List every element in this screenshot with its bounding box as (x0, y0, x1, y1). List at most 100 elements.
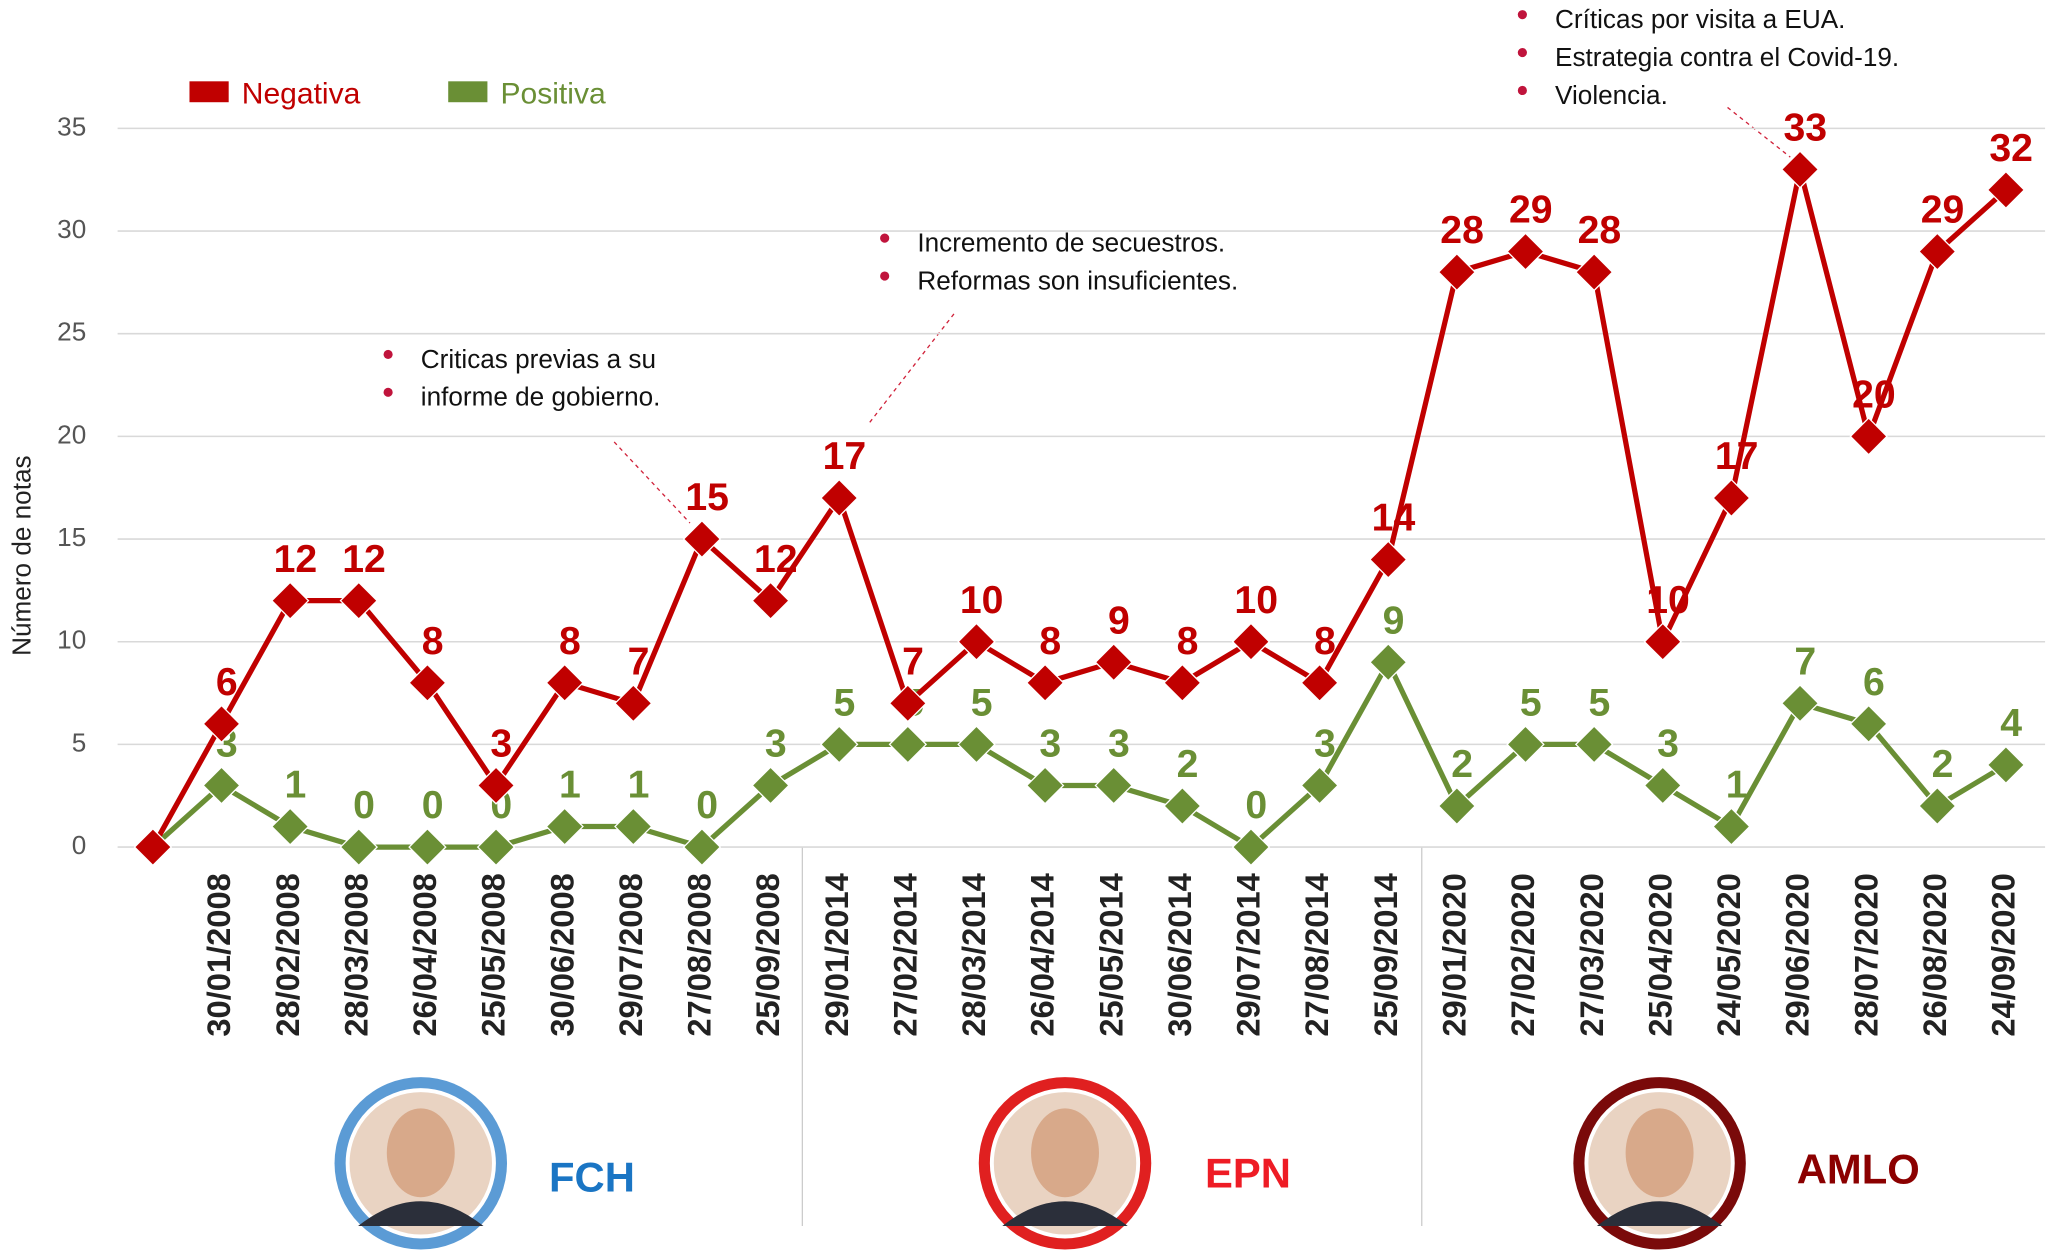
data-label: 3 (1314, 723, 1336, 766)
marker (1231, 827, 1271, 867)
x-tick-label: 24/09/2020 (1985, 873, 2022, 1036)
marker (1369, 643, 1408, 682)
data-label: 1 (559, 764, 581, 807)
portrait-face (386, 1108, 455, 1198)
marker (1986, 170, 2026, 210)
y-tick-label: 30 (57, 214, 86, 244)
marker (888, 725, 928, 764)
annotation-bullet (880, 233, 890, 243)
x-tick-label: 28/03/2014 (955, 873, 992, 1036)
marker (476, 827, 516, 867)
portrait-suit (358, 1201, 484, 1227)
data-label: 3 (765, 723, 787, 766)
legend-label: Negativa (242, 78, 361, 111)
data-label: 9 (1383, 599, 1405, 642)
x-tick-label: 26/04/2008 (406, 873, 443, 1036)
marker (1025, 663, 1065, 703)
marker (957, 622, 996, 661)
annotation-bullet (1517, 47, 1527, 58)
x-tick-label: 29/07/2014 (1230, 873, 1267, 1036)
marker (1643, 766, 1682, 805)
marker (1986, 745, 2026, 785)
data-label: 12 (274, 538, 318, 581)
data-label: 32 (1989, 127, 2033, 170)
annotation-bullet (1517, 85, 1527, 96)
marker (408, 663, 447, 703)
marker (1163, 663, 1202, 703)
data-label: 5 (834, 682, 856, 725)
marker (545, 807, 584, 846)
marker (1574, 252, 1614, 292)
x-tick-label: 29/07/2008 (612, 873, 649, 1036)
data-label: 4 (2000, 702, 2022, 745)
legend-label: Positiva (500, 78, 605, 111)
data-label: 3 (1657, 723, 1679, 766)
data-label: 17 (1715, 435, 1759, 478)
data-label: 8 (1314, 620, 1336, 663)
data-label: 3 (490, 723, 512, 766)
legend-swatch (189, 81, 229, 103)
marker (1780, 150, 1820, 189)
marker (1163, 786, 1202, 826)
data-label: 3 (1108, 723, 1130, 766)
marker (1369, 540, 1408, 579)
marker (339, 581, 379, 620)
annotation-bullet (383, 387, 393, 397)
marker (819, 725, 859, 764)
data-label: 7 (902, 640, 924, 683)
x-tick-label: 28/02/2008 (269, 873, 306, 1036)
data-label: 12 (754, 538, 798, 581)
data-label: 2 (1177, 743, 1199, 786)
data-label: 9 (1108, 599, 1130, 642)
marker (888, 684, 928, 723)
x-tick-label: 28/03/2008 (337, 873, 374, 1036)
data-label: 7 (1794, 640, 1816, 683)
annotation-text: Reformas son insuficientes. (917, 265, 1238, 295)
series-line (150, 168, 2008, 849)
annotation-bullet (1517, 10, 1527, 20)
leader-line (867, 313, 955, 426)
data-label: 7 (628, 640, 650, 683)
leader-line (613, 441, 691, 524)
marker (202, 766, 241, 805)
data-label: 10 (1646, 579, 1690, 622)
marker (476, 766, 516, 805)
marker (1643, 622, 1682, 661)
data-label: 8 (1039, 620, 1061, 663)
y-tick-label: 10 (57, 625, 86, 655)
marker (1712, 807, 1751, 846)
data-label: 0 (422, 784, 444, 827)
data-label: 20 (1852, 374, 1896, 417)
data-label: 0 (353, 784, 375, 827)
data-label: 29 (1509, 189, 1553, 232)
x-tick-label: 27/03/2020 (1573, 873, 1610, 1036)
marker (819, 478, 859, 518)
marker (545, 663, 584, 703)
data-label: 1 (628, 764, 650, 807)
group-label: AMLO (1797, 1146, 1920, 1193)
annotation-bullet (880, 271, 890, 281)
group-label: FCH (549, 1153, 635, 1200)
annotation-text: Críticas por visita a EUA. (1555, 4, 1845, 34)
marker (1574, 725, 1614, 764)
marker (1712, 478, 1751, 518)
x-tick-label: 27/02/2020 (1504, 873, 1541, 1036)
data-label: 2 (1451, 743, 1473, 786)
marker (270, 581, 310, 620)
data-label: 8 (559, 620, 581, 663)
marker (408, 827, 447, 867)
data-label: 28 (1578, 209, 1622, 252)
data-label: 14 (1372, 497, 1416, 540)
marker (202, 704, 241, 744)
data-label: 10 (1234, 579, 1278, 622)
x-tick-label: 25/09/2014 (1367, 873, 1404, 1036)
data-label: 1 (1726, 764, 1748, 807)
data-label: 5 (1520, 682, 1542, 725)
marker (1849, 704, 1888, 744)
marker (1094, 766, 1133, 805)
group-label: EPN (1205, 1149, 1291, 1196)
data-label: 6 (216, 661, 238, 704)
x-tick-label: 24/05/2020 (1710, 873, 1747, 1036)
x-tick-label: 28/07/2020 (1847, 873, 1884, 1036)
marker (614, 807, 653, 846)
